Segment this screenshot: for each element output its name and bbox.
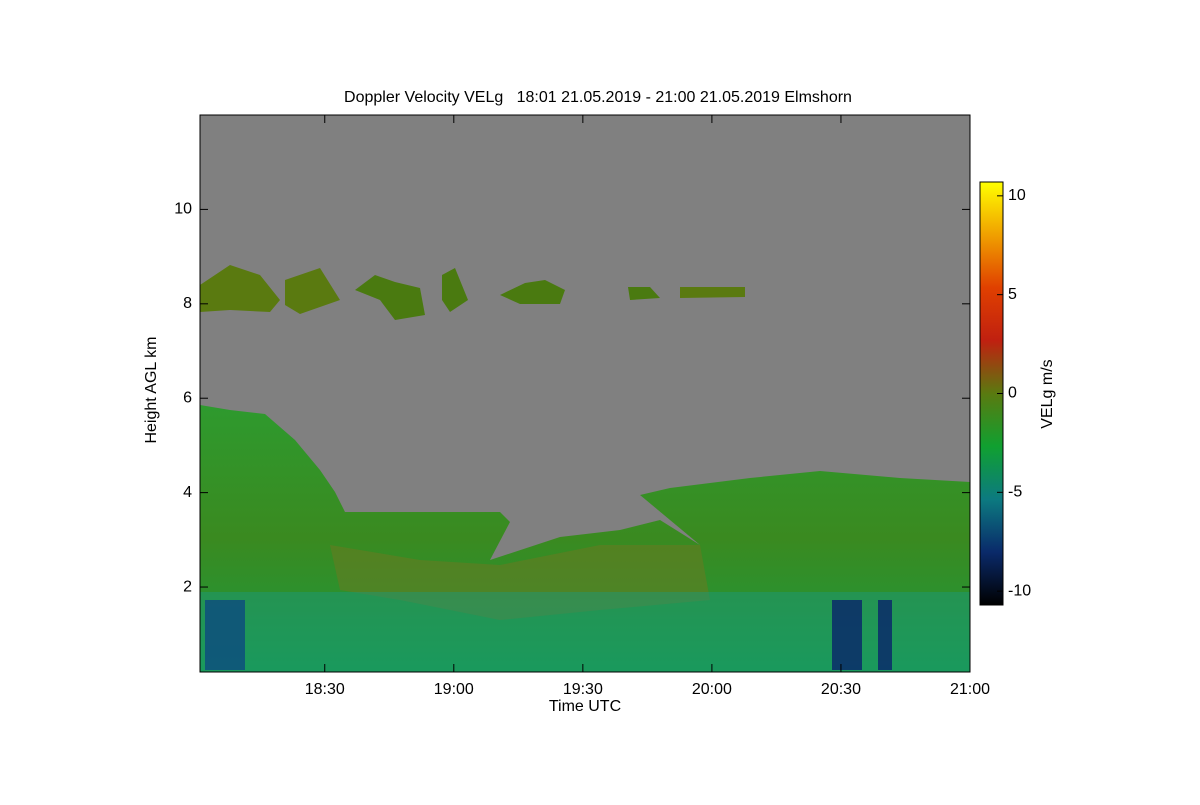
lower-cloud (200, 405, 970, 672)
colorbar-tick-label: 0 (1008, 385, 1017, 402)
colorbar-tick-label: 5 (1008, 286, 1017, 303)
blue-streak (832, 600, 862, 670)
upper-patch (442, 268, 468, 312)
blue-streak (878, 600, 892, 670)
upper-patch (500, 280, 565, 304)
chart-title: Doppler Velocity VELg 18:01 21.05.2019 -… (344, 89, 852, 106)
colorbar-tick-label: -5 (1008, 484, 1022, 501)
plot-frame (199, 114, 971, 673)
upper-patch (200, 265, 280, 312)
x-tick-label: 20:30 (821, 681, 861, 698)
velocity-field (200, 265, 970, 672)
upper-patch (285, 268, 340, 314)
x-axis-label: Time UTC (549, 698, 621, 715)
upper-patch (355, 275, 425, 320)
y-tick-label: 4 (183, 484, 192, 501)
y-tick-label: 2 (183, 578, 192, 595)
x-tick-label: 20:00 (692, 681, 732, 698)
x-tick-label: 19:30 (563, 681, 603, 698)
y-axis-label: Height AGL km (143, 336, 160, 443)
colorbar-label: VELg m/s (1039, 359, 1056, 428)
colorbar-tick-label: -10 (1008, 582, 1031, 599)
upper-patch (680, 287, 745, 298)
y-tick-label: 10 (174, 201, 192, 218)
colorbar-tick-label: 10 (1008, 187, 1026, 204)
olive-patch (330, 545, 710, 620)
y-tick-label: 8 (183, 295, 192, 312)
x-tick-label: 21:00 (950, 681, 990, 698)
upper-patch (628, 287, 660, 300)
x-tick-label: 19:00 (434, 681, 474, 698)
blue-streak (205, 600, 245, 670)
y-tick-label: 6 (183, 389, 192, 406)
x-tick-label: 18:30 (305, 681, 345, 698)
